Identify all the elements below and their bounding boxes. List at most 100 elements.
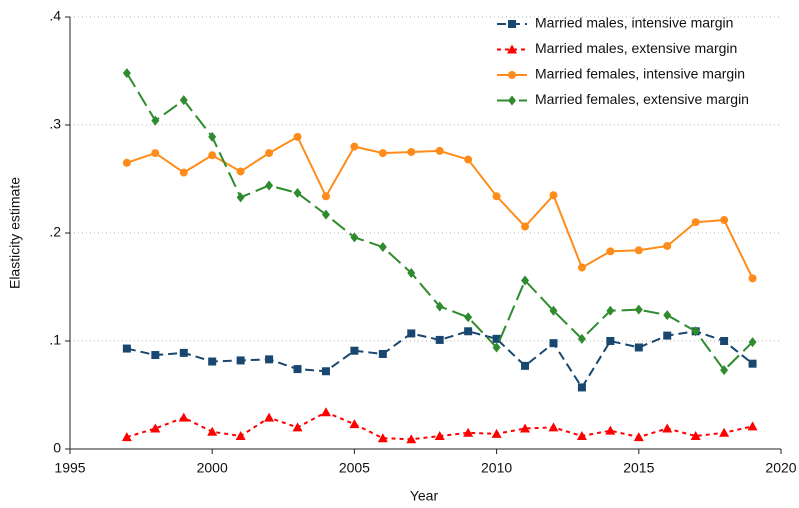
marker	[634, 304, 643, 315]
marker	[633, 432, 644, 442]
marker	[492, 334, 501, 343]
marker	[265, 149, 274, 158]
x-tick-label: 2010	[481, 460, 512, 476]
marker	[662, 423, 673, 433]
marker	[663, 241, 672, 250]
marker	[293, 365, 302, 374]
marker	[349, 419, 360, 429]
marker	[150, 423, 161, 433]
marker	[350, 232, 359, 243]
marker	[690, 431, 701, 441]
y-tick-label: .4	[49, 8, 61, 24]
marker	[207, 426, 218, 436]
marker	[720, 365, 729, 376]
marker	[492, 192, 501, 201]
legend-marker	[508, 95, 516, 106]
marker	[151, 149, 160, 158]
marker	[236, 192, 245, 203]
series-line	[126, 72, 754, 372]
marker	[179, 95, 188, 106]
marker	[321, 209, 330, 220]
marker	[435, 146, 444, 155]
marker	[350, 142, 359, 151]
marker	[407, 148, 416, 156]
x-axis-label: Year	[410, 488, 439, 504]
legend-marker	[508, 20, 516, 28]
marker	[521, 275, 530, 286]
marker	[634, 246, 643, 255]
legend-label: Married males, extensive margin	[535, 40, 737, 56]
marker	[151, 115, 160, 126]
marker	[122, 68, 131, 79]
marker	[521, 361, 530, 370]
marker	[464, 327, 473, 336]
marker	[521, 222, 530, 231]
marker	[208, 357, 217, 366]
marker	[321, 367, 330, 376]
marker	[179, 168, 188, 177]
marker	[293, 188, 302, 199]
marker	[747, 421, 758, 431]
legend-marker	[508, 71, 516, 79]
y-tick-label: .2	[49, 224, 61, 240]
marker	[378, 349, 387, 358]
marker	[548, 422, 559, 432]
x-tick-label: 2015	[623, 460, 654, 476]
y-tick-label: 0	[53, 440, 61, 456]
marker	[463, 427, 474, 437]
marker	[236, 356, 245, 365]
marker	[606, 305, 615, 316]
marker	[208, 151, 217, 160]
marker	[435, 301, 444, 312]
marker	[491, 428, 502, 438]
marker	[264, 412, 275, 422]
marker	[576, 431, 587, 441]
y-tick-label: .1	[49, 332, 61, 348]
x-tick-label: 2005	[339, 460, 370, 476]
marker	[663, 310, 672, 321]
marker	[605, 425, 616, 435]
marker	[720, 337, 729, 345]
marker	[236, 167, 245, 176]
marker	[378, 149, 387, 158]
marker	[748, 359, 757, 368]
marker	[663, 331, 672, 340]
marker	[122, 344, 131, 353]
x-tick-label: 2020	[765, 460, 796, 476]
marker	[434, 431, 445, 441]
marker	[606, 337, 615, 345]
marker	[265, 355, 274, 364]
marker	[121, 432, 132, 442]
marker	[122, 158, 131, 167]
marker	[178, 412, 189, 422]
marker	[606, 247, 615, 256]
marker	[350, 346, 359, 355]
marker	[377, 433, 388, 443]
y-axis-label: Elasticity estimate	[7, 177, 23, 289]
marker	[321, 192, 330, 201]
marker	[549, 339, 558, 348]
marker	[208, 131, 217, 142]
legend-label: Married males, intensive margin	[535, 15, 733, 31]
marker	[720, 216, 729, 225]
marker	[435, 335, 444, 344]
marker	[549, 305, 558, 316]
marker	[406, 434, 417, 444]
marker	[320, 407, 331, 417]
marker	[235, 431, 246, 441]
marker	[577, 383, 586, 392]
marker	[407, 329, 416, 338]
series-line	[126, 135, 754, 279]
marker	[492, 342, 501, 353]
x-tick-label: 2000	[197, 460, 228, 476]
legend-label: Married females, intensive margin	[535, 66, 745, 82]
marker	[549, 191, 558, 200]
marker	[265, 180, 274, 191]
marker	[577, 333, 586, 344]
y-tick-label: .3	[49, 116, 61, 132]
marker	[748, 274, 757, 283]
marker	[151, 351, 160, 360]
marker	[634, 343, 643, 352]
